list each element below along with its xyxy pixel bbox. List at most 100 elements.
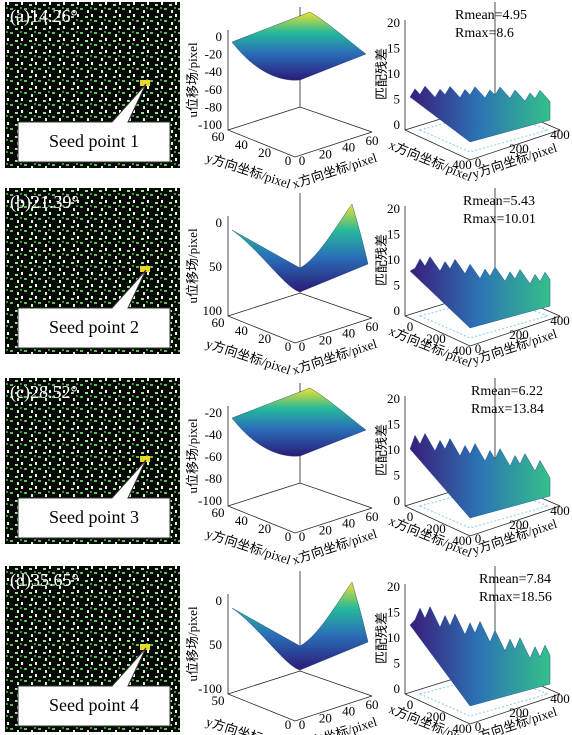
- x-tick-label: 40: [342, 704, 355, 719]
- y-axis-label: y方向坐标/pixel: [204, 336, 293, 378]
- residual-surface: [409, 85, 551, 143]
- rmax: Rmax=18.56: [479, 590, 552, 605]
- x-tick-label: 60: [366, 319, 379, 334]
- z-tick-label: 5: [394, 467, 401, 482]
- y-tick-label: 200: [509, 327, 529, 342]
- y-tick-label: 60: [212, 505, 225, 520]
- rmean: Rmean=4.95: [455, 8, 527, 23]
- x-tick-label: 200: [426, 709, 446, 724]
- z-tick-label: 0: [216, 593, 223, 608]
- z-tick-label: -20: [205, 405, 222, 420]
- z-tick-label: -60: [205, 82, 222, 97]
- y-tick-label: 400: [550, 691, 570, 706]
- x-tick-label: 20: [319, 332, 332, 347]
- rmax: Rmax=13.84: [471, 402, 544, 417]
- residual-surface: [409, 256, 551, 329]
- y-tick-label: 0: [475, 531, 482, 546]
- z-tick-label: 0: [394, 303, 401, 318]
- residual-surface: [409, 432, 551, 519]
- x-tick-label: 40: [342, 140, 355, 155]
- y-tick-label: 400: [550, 127, 570, 142]
- z-tick-label: -100: [198, 681, 222, 696]
- seed-label: Seed point 4: [49, 695, 139, 715]
- z-tick-label: 20: [387, 15, 400, 30]
- y-axis-label: y方向坐标/pixel: [204, 526, 293, 568]
- y-tick-label: 40: [235, 137, 248, 152]
- x-tick-label: 60: [366, 509, 379, 524]
- z-tick-label: 5: [394, 91, 401, 106]
- rmax: Rmax=8.6: [455, 26, 514, 41]
- callout-box: [17, 459, 171, 539]
- z-tick-label: 10: [387, 66, 400, 81]
- contour-floor: [418, 109, 550, 153]
- y-tick-label: 50: [212, 693, 225, 708]
- figure-row: (c)28.52°Seed point 3-20-40-60-80-100604…: [5, 378, 570, 567]
- x-tick-label: 0: [299, 529, 306, 544]
- x-tick-label: 20: [319, 710, 332, 725]
- z-tick-label: 0: [394, 681, 401, 696]
- callout-box: [17, 269, 171, 349]
- y-tick-label: 20: [258, 521, 271, 536]
- z-axis-label: 匹配残差: [374, 48, 389, 100]
- z-axis-label: u位移场/pixel: [185, 606, 200, 681]
- z-tick-label: -40: [205, 427, 222, 442]
- z-axis-label: 匹配残差: [374, 234, 389, 286]
- rmean: Rmean=5.43: [463, 194, 535, 209]
- z-axis-label: u位移场/pixel: [185, 42, 200, 117]
- z-tick-label: 5: [394, 655, 401, 670]
- z-tick-label: 50: [209, 259, 222, 274]
- z-tick-label: -100: [198, 117, 222, 132]
- z-tick-label: 50: [209, 637, 222, 652]
- z-tick-label: 0: [394, 493, 401, 508]
- seed-label: Seed point 1: [49, 131, 139, 151]
- x-tick-label: 400: [452, 343, 472, 358]
- surface: [231, 203, 369, 293]
- z-tick-label: 15: [387, 226, 400, 241]
- z-tick-label: 15: [387, 604, 400, 619]
- y-tick-label: 200: [509, 705, 529, 720]
- y-tick-label: 0: [285, 717, 292, 732]
- z-tick-label: -80: [205, 471, 222, 486]
- x-tick-label: 0: [407, 697, 414, 712]
- y-tick-label: 20: [258, 145, 271, 160]
- callout-box: [17, 83, 171, 163]
- z-tick-label: -80: [205, 99, 222, 114]
- z-tick-label: 20: [387, 579, 400, 594]
- z-tick-label: -20: [205, 47, 222, 62]
- z-axis-label: u位移场/pixel: [185, 228, 200, 303]
- x-tick-label: 60: [366, 697, 379, 712]
- seed-label: Seed point 2: [49, 317, 139, 337]
- z-axis-label: 匹配残差: [374, 424, 389, 476]
- x-tick-label: 200: [426, 331, 446, 346]
- x-tick-label: 400: [452, 157, 472, 172]
- panel-label: (a)14.26°: [10, 6, 78, 27]
- z-tick-label: 15: [387, 416, 400, 431]
- x-tick-label: 20: [319, 522, 332, 537]
- contour-floor: [418, 485, 550, 529]
- y-axis-label: y方向坐标/pixel: [204, 150, 293, 192]
- y-tick-label: 40: [235, 513, 248, 528]
- y-tick-label: 400: [550, 503, 570, 518]
- panel-label: (d)35.65°: [10, 570, 79, 591]
- x-tick-label: 0: [407, 509, 414, 524]
- z-tick-label: 5: [394, 277, 401, 292]
- z-tick-label: 0: [216, 29, 223, 44]
- z-tick-label: -60: [205, 449, 222, 464]
- seed-marker: [140, 80, 150, 86]
- x-tick-label: 40: [342, 326, 355, 341]
- z-tick-label: 100: [203, 303, 223, 318]
- x-tick-label: 400: [452, 533, 472, 548]
- y-tick-label: 40: [235, 323, 248, 338]
- panel-label: (c)28.52°: [10, 382, 78, 403]
- y-tick-label: 200: [509, 517, 529, 532]
- y-tick-label: 0: [285, 529, 292, 544]
- seed-marker: [140, 644, 150, 650]
- z-tick-label: 0: [394, 117, 401, 132]
- y-axis-label: y方向坐标/pixel: [204, 714, 293, 735]
- z-axis-label: 匹配残差: [374, 612, 389, 664]
- rmean: Rmean=7.84: [479, 572, 551, 587]
- x-tick-label: 0: [299, 339, 306, 354]
- residual-surface: [409, 605, 551, 707]
